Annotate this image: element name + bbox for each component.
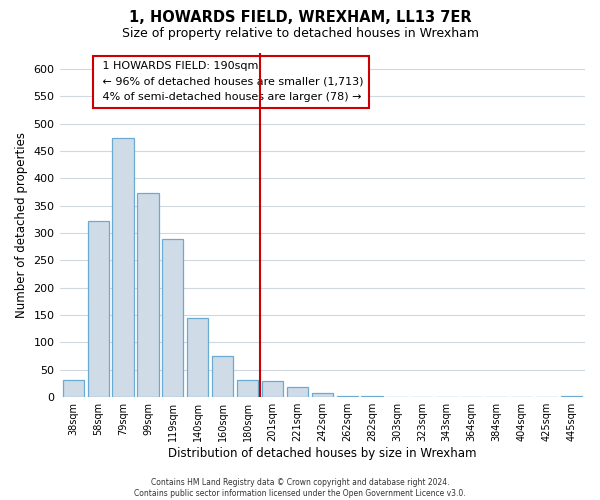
X-axis label: Distribution of detached houses by size in Wrexham: Distribution of detached houses by size … (168, 447, 476, 460)
Bar (112, 138, 134, 397)
Bar (386, 396, 407, 397)
Bar (187, 318, 208, 397)
Text: 1 HOWARDS FIELD: 190sqm
 ← 96% of detached houses are smaller (1,713)
 4% of sem: 1 HOWARDS FIELD: 190sqm ← 96% of detache… (99, 61, 364, 102)
Bar (262, 381, 283, 397)
Bar (237, 380, 258, 397)
Bar (212, 356, 233, 397)
Bar (88, 221, 109, 397)
Bar (311, 393, 333, 397)
Text: Contains HM Land Registry data © Crown copyright and database right 2024.
Contai: Contains HM Land Registry data © Crown c… (134, 478, 466, 498)
Bar (137, 193, 158, 397)
Bar (561, 396, 582, 397)
Y-axis label: Number of detached properties: Number of detached properties (15, 132, 28, 318)
Bar (361, 396, 383, 397)
Bar (287, 388, 308, 397)
Bar (337, 396, 358, 397)
Text: Size of property relative to detached houses in Wrexham: Size of property relative to detached ho… (121, 28, 479, 40)
Text: 1, HOWARDS FIELD, WREXHAM, LL13 7ER: 1, HOWARDS FIELD, WREXHAM, LL13 7ER (128, 10, 472, 25)
Bar (62, 380, 84, 397)
Bar (162, 238, 184, 397)
